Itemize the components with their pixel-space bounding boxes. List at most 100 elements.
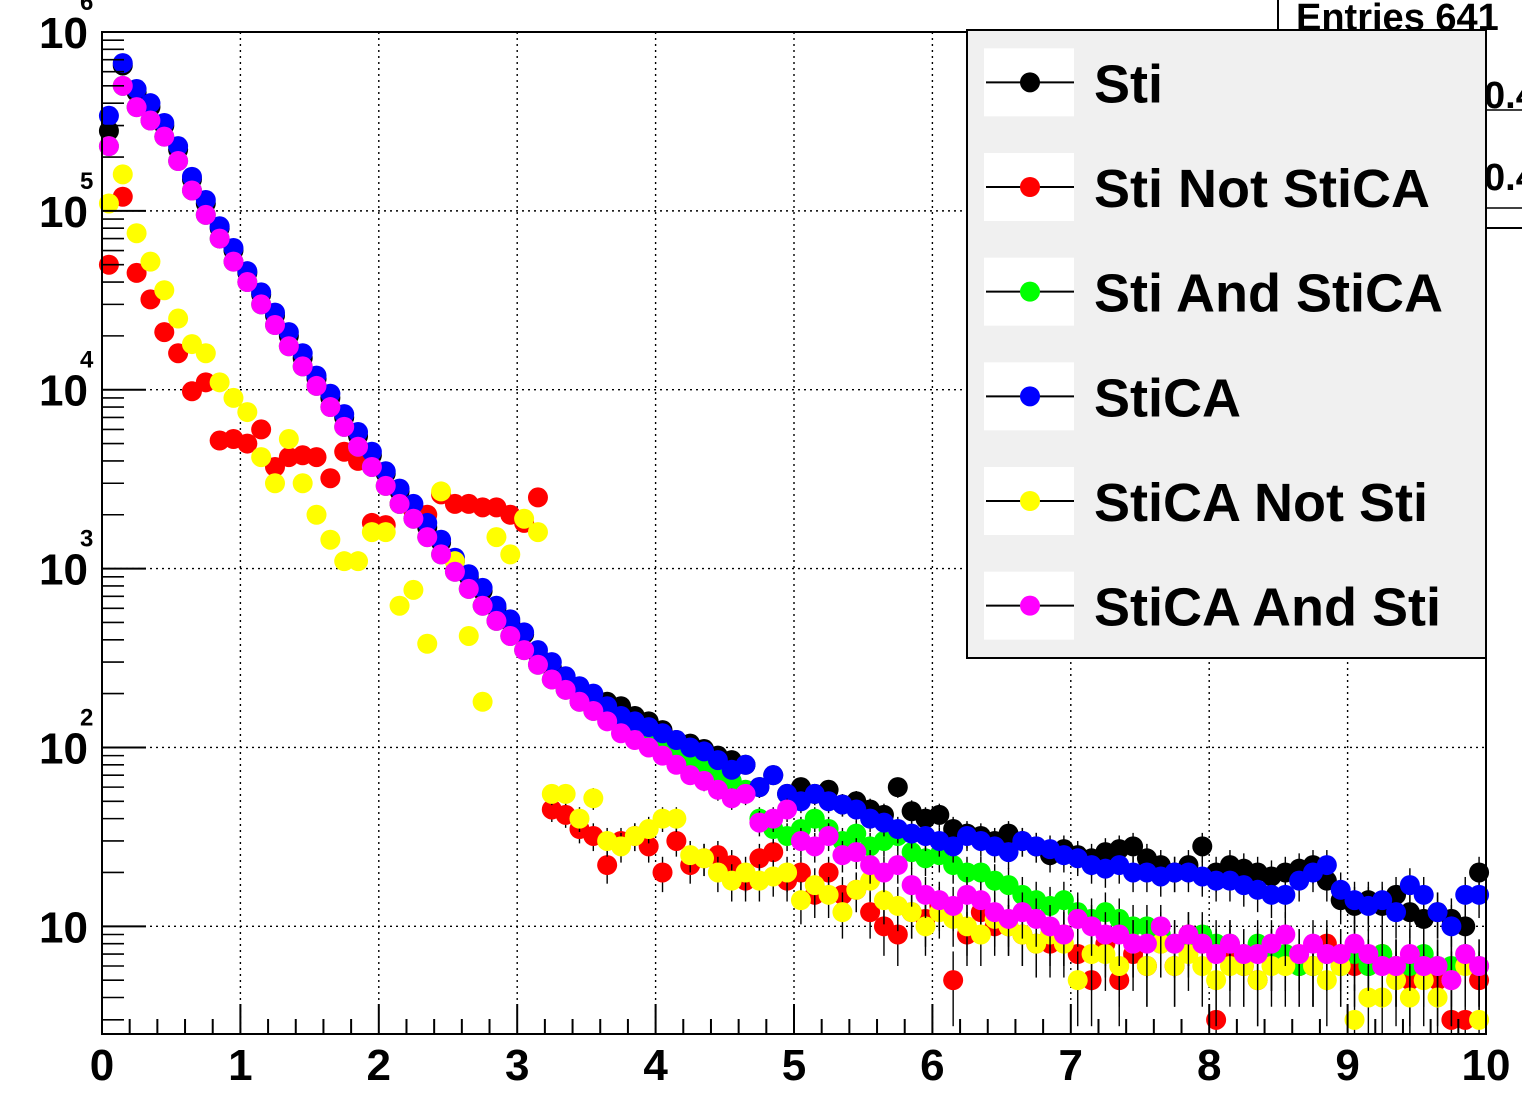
- data-point: [1344, 933, 1365, 954]
- x-tick-label: 4: [643, 1041, 668, 1090]
- data-point: [195, 372, 216, 393]
- data-point: [1275, 924, 1296, 945]
- data-point: [887, 924, 908, 945]
- data-point: [597, 711, 618, 732]
- x-tick-label: 1: [228, 1041, 252, 1090]
- data-point: [292, 473, 313, 494]
- data-point: [154, 322, 175, 343]
- stats-row2-text: 0.4: [1484, 75, 1522, 117]
- data-point: [860, 902, 881, 923]
- x-tick-label: 5: [782, 1041, 806, 1090]
- x-tick-label: 9: [1335, 1041, 1359, 1090]
- data-point: [1095, 924, 1116, 945]
- data-point: [1399, 987, 1420, 1008]
- data-point: [112, 53, 133, 74]
- data-point: [569, 808, 590, 829]
- data-point: [237, 433, 258, 454]
- data-point: [527, 522, 548, 543]
- data-point: [1330, 944, 1351, 965]
- data-point: [1192, 933, 1213, 954]
- data-point: [375, 475, 396, 496]
- data-point: [1123, 836, 1144, 857]
- data-point: [403, 508, 424, 529]
- legend-label: Sti: [1094, 54, 1163, 114]
- data-point: [1372, 890, 1393, 911]
- data-point: [154, 280, 175, 301]
- data-point: [777, 862, 798, 883]
- data-point: [1372, 955, 1393, 976]
- data-point: [98, 105, 119, 126]
- data-point: [334, 416, 355, 437]
- data-point: [472, 595, 493, 616]
- data-point: [500, 544, 521, 565]
- data-point: [763, 765, 784, 786]
- data-point: [943, 836, 964, 857]
- data-point: [777, 799, 798, 820]
- data-point: [1303, 933, 1323, 954]
- data-point: [887, 855, 908, 876]
- data-point: [998, 842, 1019, 863]
- data-point: [361, 456, 382, 477]
- data-point: [555, 783, 576, 804]
- data-point: [1123, 862, 1144, 883]
- data-point: [1192, 836, 1213, 857]
- data-point: [804, 808, 825, 829]
- data-point: [444, 493, 465, 514]
- data-point: [458, 625, 479, 646]
- y-tick-exponent: 6: [80, 0, 93, 16]
- legend-label: StiCA And Sti: [1094, 578, 1441, 638]
- data-point: [306, 447, 327, 468]
- data-point: [818, 884, 839, 905]
- y-tick-label: 10: [39, 724, 88, 773]
- data-point: [140, 251, 161, 272]
- data-point: [597, 855, 618, 876]
- data-point: [583, 700, 604, 721]
- data-point: [1441, 970, 1462, 991]
- data-point: [1427, 902, 1448, 923]
- data-point: [98, 136, 119, 157]
- data-point: [652, 862, 673, 883]
- data-point: [804, 836, 825, 857]
- data-point: [403, 579, 424, 600]
- data-point: [112, 164, 133, 185]
- legend-marker: [1020, 491, 1040, 511]
- data-point: [541, 669, 562, 690]
- data-point: [735, 754, 756, 775]
- legend-label: Sti And StiCA: [1094, 264, 1443, 324]
- data-point: [458, 578, 479, 599]
- data-point: [320, 529, 341, 550]
- legend-marker: [1020, 595, 1040, 616]
- data-point: [527, 487, 548, 508]
- legend-marker: [1020, 72, 1040, 93]
- data-point: [472, 691, 493, 712]
- data-point: [486, 610, 507, 631]
- data-point: [500, 625, 521, 646]
- data-point: [1399, 944, 1420, 965]
- data-point: [181, 180, 202, 201]
- data-point: [957, 862, 977, 883]
- data-point: [527, 640, 548, 661]
- y-tick-exponent: 2: [80, 704, 93, 731]
- data-point: [1469, 884, 1490, 905]
- data-point: [431, 481, 452, 502]
- data-point: [666, 754, 687, 775]
- data-point: [389, 493, 410, 514]
- data-point: [998, 875, 1019, 896]
- data-point: [417, 633, 438, 654]
- data-point: [1441, 916, 1462, 937]
- y-tick-label: 10: [39, 367, 88, 416]
- data-point: [1358, 987, 1379, 1008]
- data-point: [1123, 933, 1144, 954]
- data-point: [195, 204, 216, 225]
- data-point: [707, 750, 728, 771]
- data-point: [818, 862, 839, 883]
- data-point: [1455, 916, 1476, 937]
- x-tick-label: 8: [1197, 1041, 1221, 1090]
- data-point: [1067, 970, 1088, 991]
- data-point: [1275, 884, 1296, 905]
- data-point: [527, 654, 548, 675]
- data-point: [638, 819, 659, 840]
- data-point: [514, 640, 535, 661]
- data-point: [666, 830, 687, 851]
